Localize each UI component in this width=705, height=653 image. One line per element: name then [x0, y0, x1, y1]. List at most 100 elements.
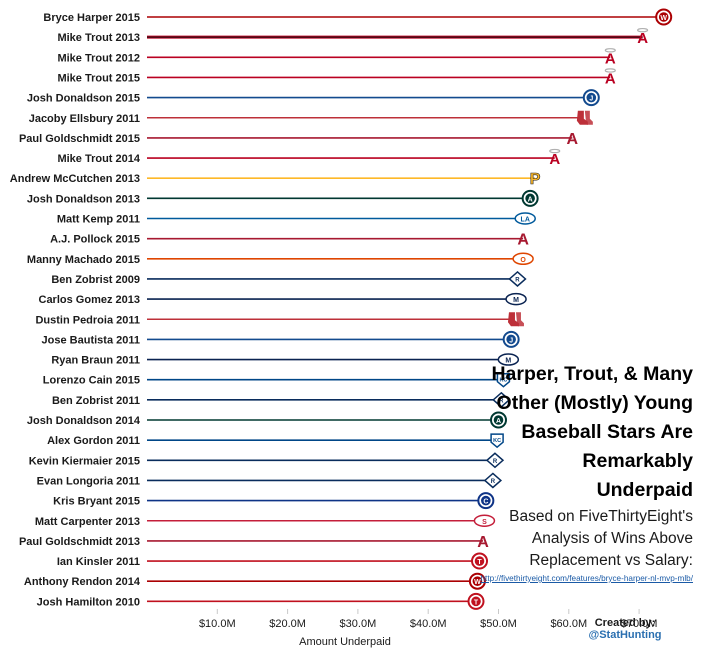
svg-text:S: S: [482, 519, 487, 526]
diamondbacks-logo-icon: A: [567, 131, 579, 148]
x-axis-title: Amount Underpaid: [299, 636, 391, 648]
player-label: Josh Hamilton 2010: [37, 596, 140, 608]
credit-label: Created by:: [594, 617, 656, 629]
rangers-logo-icon: T: [471, 552, 489, 570]
player-label: Bryce Harper 2015: [43, 12, 140, 24]
chart-subtitle-line: Based on FiveThirtyEight's: [509, 508, 693, 525]
player-label: Alex Gordon 2011: [47, 435, 140, 447]
svg-text:A: A: [477, 534, 489, 551]
diamondbacks-logo-icon: A: [517, 232, 529, 249]
credit-handle[interactable]: @StatHunting: [588, 629, 662, 641]
player-label: Jacoby Ellsbury 2011: [29, 113, 140, 125]
player-label: Kevin Kiermaier 2015: [29, 455, 140, 467]
svg-text:P: P: [530, 171, 541, 188]
svg-text:KC: KC: [493, 438, 501, 444]
player-label: Josh Donaldson 2014: [27, 415, 141, 427]
svg-text:J: J: [589, 96, 593, 103]
svg-text:A: A: [605, 50, 616, 67]
svg-text:C: C: [483, 499, 488, 506]
chart-title: Harper, Trout, & Many Other (Mostly) Youn…: [443, 360, 693, 505]
player-label: Andrew McCutchen 2013: [10, 173, 140, 185]
rays-logo-icon: R: [485, 452, 505, 469]
red-sox-logo-icon: [576, 110, 593, 125]
svg-text:J: J: [509, 337, 513, 344]
player-label: Manny Machado 2015: [27, 254, 140, 266]
cardinals-logo-icon: S: [473, 514, 496, 527]
player-label: Mike Trout 2014: [57, 153, 140, 165]
athletics-logo-icon: A: [490, 411, 507, 429]
svg-text:O: O: [520, 257, 526, 264]
player-label: Josh Donaldson 2013: [27, 193, 140, 205]
player-label: Ben Zobrist 2009: [51, 274, 140, 286]
blue-jays-logo-icon: J: [582, 89, 600, 107]
title-block: Harper, Trout, & Many Other (Mostly) Youn…: [443, 360, 694, 583]
brewers-logo-icon: M: [497, 353, 520, 366]
svg-text:R: R: [515, 277, 520, 283]
rays-logo-icon: R: [508, 270, 527, 287]
x-tick-label: $10.0M: [199, 618, 236, 630]
svg-text:A: A: [528, 196, 533, 203]
nationals-logo-icon: W: [655, 8, 673, 26]
player-label: Mike Trout 2012: [57, 52, 140, 64]
player-label: A.J. Pollock 2015: [50, 234, 140, 246]
chart-title-line: Underpaid: [596, 479, 693, 501]
royals-logo-icon: KC: [496, 372, 511, 388]
chart-title-line: Remarkably: [582, 450, 693, 472]
blue-jays-logo-icon: J: [502, 330, 520, 348]
chart-subtitle-line: Replacement vs Salary:: [529, 552, 693, 569]
orioles-logo-icon: O: [512, 252, 534, 266]
chart-title-line: Harper, Trout, & Many: [491, 363, 693, 385]
x-tick-label: $70.0M: [621, 618, 658, 630]
x-tick-label: $30.0M: [340, 618, 377, 630]
x-axis: $10.0M $20.0M $30.0M $40.0M $50.0M $60.0M $70.…: [199, 609, 658, 630]
rangers-logo-icon: T: [467, 592, 485, 610]
dodgers-logo-icon: LA: [514, 212, 536, 225]
player-label: Matt Kemp 2011: [57, 214, 140, 226]
x-tick-label: $40.0M: [410, 618, 447, 630]
svg-text:A: A: [567, 131, 579, 148]
svg-text:R: R: [499, 398, 504, 404]
angels-logo-icon: A: [637, 27, 649, 47]
svg-text:A: A: [605, 70, 616, 87]
source-link[interactable]: http://fivethirtyeight.com/features/bryc…: [480, 574, 694, 583]
player-label: Ian Kinsler 2011: [57, 556, 140, 568]
player-label: Matt Carpenter 2013: [35, 516, 140, 528]
svg-text:T: T: [474, 599, 479, 606]
royals-logo-icon: KC: [490, 433, 504, 449]
chart-subtitle-line: Analysis of Wins Above: [531, 530, 693, 547]
player-label: Carlos Gomez 2013: [39, 294, 141, 306]
player-label: Kris Bryant 2015: [53, 496, 140, 508]
svg-text:R: R: [491, 479, 496, 485]
player-label: Mike Trout 2013: [57, 32, 140, 44]
svg-text:W: W: [660, 15, 667, 22]
player-label: Josh Donaldson 2015: [27, 93, 140, 105]
player-label: Mike Trout 2015: [57, 72, 140, 84]
credit-block: Created by: @StatHunting: [575, 617, 675, 641]
athletics-logo-icon: A: [521, 189, 539, 207]
pirates-logo-icon: P: [529, 171, 541, 189]
angels-logo-icon: A: [549, 148, 561, 168]
x-tick-label: $50.0M: [480, 618, 517, 630]
player-label: Anthony Rendon 2014: [24, 576, 141, 588]
svg-text:A: A: [549, 151, 560, 168]
svg-text:A: A: [637, 30, 648, 47]
player-label: Lorenzo Cain 2015: [43, 375, 140, 387]
svg-text:T: T: [477, 559, 482, 566]
red-sox-logo-icon: [507, 312, 524, 327]
svg-text:W: W: [474, 579, 481, 586]
angels-logo-icon: A: [604, 48, 616, 67]
player-label: Paul Goldschmidt 2013: [19, 536, 140, 548]
svg-text:M: M: [513, 297, 519, 304]
x-tick-label: $20.0M: [269, 618, 306, 630]
svg-text:R: R: [493, 459, 498, 465]
diamondbacks-logo-icon: A: [477, 534, 489, 551]
svg-text:A: A: [496, 418, 501, 425]
chart-subtitle: Based on FiveThirtyEight's Analysis of Wi…: [443, 506, 693, 572]
player-label: Ben Zobrist 2011: [52, 395, 140, 407]
chart-title-line: Baseball Stars Are: [521, 421, 693, 443]
player-label: Dustin Pedroia 2011: [35, 314, 140, 326]
rays-logo-icon: R: [492, 391, 511, 408]
svg-text:A: A: [517, 232, 529, 249]
